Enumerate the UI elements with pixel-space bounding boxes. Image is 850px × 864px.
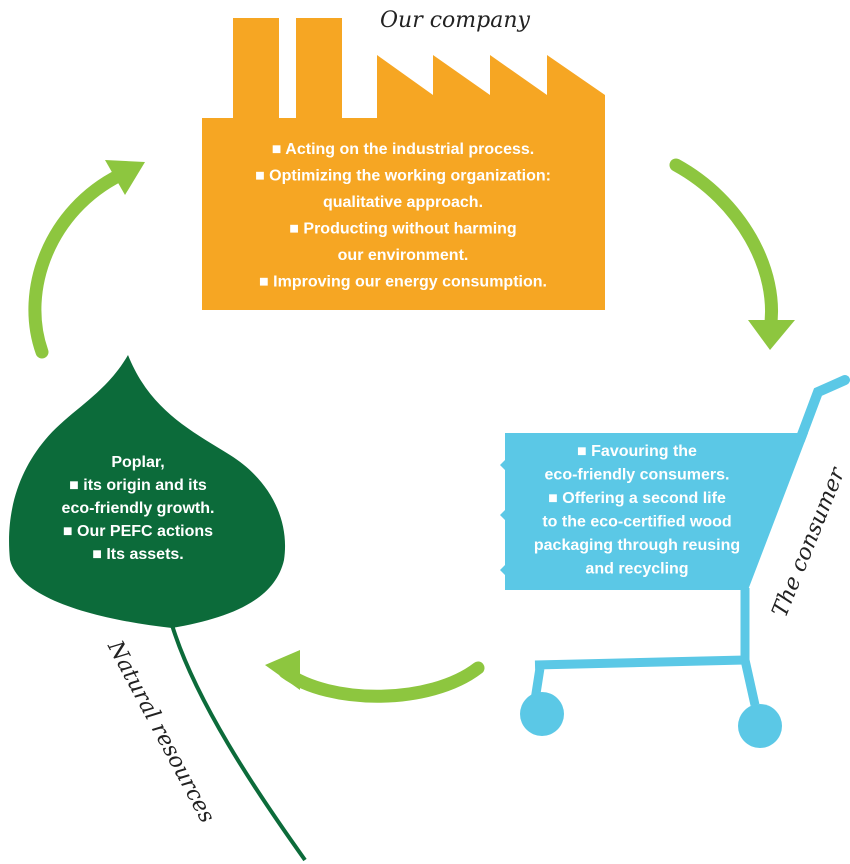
text-line: packaging through reusing (534, 537, 740, 554)
text-line: ■ Improving our energy consumption. (259, 274, 547, 291)
text-line: ■ Favouring the (577, 443, 697, 460)
text-line: eco-friendly consumers. (545, 467, 730, 484)
text-line: ■ Offering a second life (548, 490, 726, 507)
company-label: Our company (380, 8, 531, 33)
text-line: ■ Optimizing the working organization: (255, 168, 551, 185)
text-line: ■ Producting without harming (289, 221, 516, 238)
text-line: qualitative approach. (323, 194, 483, 211)
text-line: ■ Acting on the industrial process. (272, 141, 534, 158)
text-line: and recycling (585, 561, 688, 578)
resources-label: Natural resources (102, 636, 220, 827)
text-line: ■ Our PEFC actions (63, 523, 213, 540)
diagram: Our company The consumer Natural resourc… (0, 0, 850, 864)
text-line: eco-friendly growth. (62, 500, 215, 517)
text-line: ■ Its assets. (92, 546, 184, 563)
text-line: our environment. (338, 247, 469, 264)
text-line: ■ its origin and its (69, 477, 207, 494)
leaf (9, 355, 305, 860)
factory (202, 18, 605, 310)
text-line: to the eco-certified wood (542, 514, 731, 531)
text-line: Poplar, (111, 454, 164, 471)
